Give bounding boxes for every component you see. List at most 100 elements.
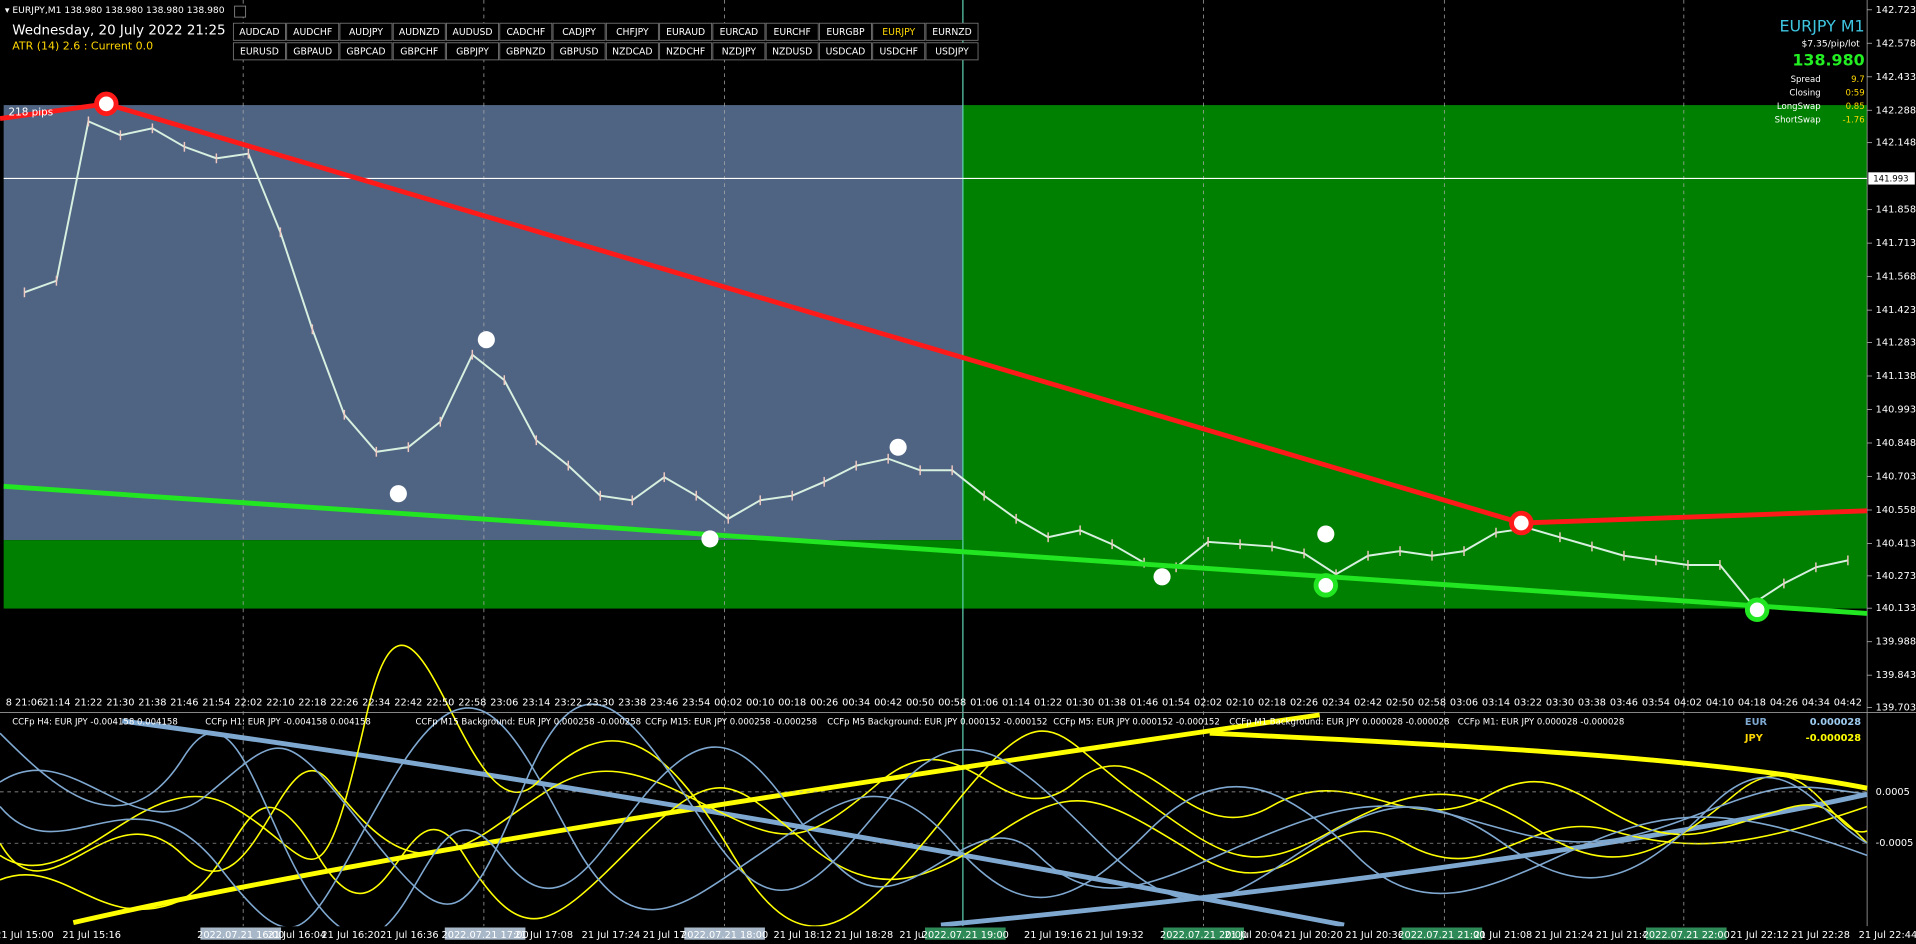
button-label[interactable]: AUDCAD [239, 27, 279, 38]
symbol-button[interactable]: EURCHF [765, 22, 819, 41]
symbol-button[interactable]: CADCHF [499, 22, 553, 41]
symbol-button[interactable]: EURAUD [659, 22, 713, 41]
button-label[interactable]: CHFJPY [616, 27, 649, 38]
button-frame[interactable] [712, 22, 766, 41]
symbol-button[interactable]: AUDCHF [286, 22, 340, 41]
symbol-button[interactable]: EURCAD [712, 22, 766, 41]
button-frame[interactable] [446, 42, 499, 61]
symbol-button[interactable]: GBPNZD [499, 42, 553, 61]
button-label[interactable]: GBPUSD [560, 46, 599, 57]
button-label[interactable]: AUDCHF [293, 27, 332, 38]
indicator-label: CCFp M5 Background: EUR JPY 0.000152 -0.… [827, 718, 1047, 728]
button-frame[interactable] [925, 22, 979, 41]
button-label[interactable]: GBPCHF [400, 46, 438, 57]
x-tick-label: 23:38 [618, 698, 646, 709]
symbol-button[interactable]: USDJPY [925, 42, 979, 61]
x-tick-label: 21:14 [42, 698, 70, 709]
button-frame[interactable] [339, 22, 393, 41]
button-frame[interactable] [659, 22, 713, 41]
button-frame[interactable] [659, 42, 713, 61]
symbol-button[interactable]: AUDUSD [446, 22, 499, 41]
button-label[interactable]: USDJPY [935, 46, 969, 57]
button-frame[interactable] [339, 42, 393, 61]
button-frame[interactable] [232, 22, 286, 41]
button-label[interactable]: USDCHF [879, 46, 918, 57]
button-frame[interactable] [872, 42, 926, 61]
button-label[interactable]: NZDUSD [772, 46, 812, 57]
button-label[interactable]: EURCAD [720, 27, 759, 38]
button-label[interactable]: GBPCAD [346, 46, 385, 57]
symbol-button[interactable]: GBPCAD [339, 42, 393, 61]
button-frame[interactable] [286, 22, 340, 41]
symbol-button[interactable]: NZDCHF [659, 42, 713, 61]
button-frame[interactable] [499, 42, 553, 61]
button-frame[interactable] [605, 42, 659, 61]
legend-name: JPY [1744, 733, 1764, 744]
x-tick-label: 21 Jul 20:36 [1345, 930, 1404, 941]
symbol-button[interactable]: GBPCHF [392, 42, 446, 61]
pivot-rings [94, 91, 1770, 623]
x-tick-label: 01:06 [970, 698, 998, 709]
button-frame[interactable] [552, 22, 606, 41]
collapse-button[interactable] [234, 5, 247, 18]
button-label[interactable]: AUDUSD [452, 27, 492, 38]
symbol-button[interactable]: AUDNZD [392, 22, 446, 41]
button-frame[interactable] [712, 42, 766, 61]
button-label[interactable]: GBPJPY [456, 46, 489, 57]
button-label[interactable]: EURAUD [666, 27, 705, 38]
time-highlight [444, 927, 526, 940]
symbol-button[interactable]: NZDUSD [765, 42, 819, 61]
symbol-button[interactable]: NZDJPY [712, 42, 766, 61]
symbol-button[interactable]: AUDJPY [339, 22, 393, 41]
symbol-button[interactable]: NZDCAD [605, 42, 659, 61]
button-label[interactable]: CADCHF [506, 27, 545, 38]
button-frame[interactable] [499, 22, 553, 41]
symbol-button[interactable]: EURGBP [819, 22, 872, 41]
button-label[interactable]: NZDCHF [666, 46, 705, 57]
symbol-button[interactable]: CADJPY [552, 22, 606, 41]
button-label[interactable]: GBPAUD [293, 46, 332, 57]
button-frame[interactable] [765, 22, 819, 41]
button-label[interactable]: USDCAD [826, 46, 866, 57]
button-frame[interactable] [392, 22, 446, 41]
symbol-button[interactable]: EURJPY [872, 22, 926, 41]
button-label[interactable]: NZDCAD [612, 46, 652, 57]
button-label[interactable]: AUDNZD [399, 27, 440, 38]
x-tick-label: 21 Jul 19:32 [1085, 930, 1144, 941]
button-label[interactable]: EURNZD [932, 27, 971, 38]
button-label[interactable]: NZDJPY [722, 46, 757, 57]
button-frame[interactable] [392, 42, 446, 61]
symbol-button[interactable]: GBPAUD [286, 42, 340, 61]
info-value: 9.7 [1851, 75, 1865, 85]
x-tick-label: 21 Jul 17:08 [514, 930, 573, 941]
symbol-button[interactable]: USDCHF [872, 42, 926, 61]
button-frame[interactable] [232, 42, 286, 61]
button-frame[interactable] [765, 42, 819, 61]
button-frame[interactable] [819, 42, 872, 61]
button-frame[interactable] [605, 22, 659, 41]
indicator-label: CCFp M5: EUR JPY 0.000152 -0.000152 [1053, 718, 1220, 728]
symbol-button[interactable]: EURNZD [925, 22, 979, 41]
button-label[interactable]: EURCHF [773, 27, 810, 38]
button-label[interactable]: EURGBP [826, 27, 865, 38]
button-label[interactable]: AUDJPY [349, 27, 383, 38]
symbol-button[interactable]: EURUSD [232, 42, 286, 61]
symbol-button[interactable]: AUDCAD [232, 22, 286, 41]
button-frame[interactable] [446, 22, 499, 41]
button-frame[interactable] [925, 42, 979, 61]
symbol-button[interactable]: USDCAD [819, 42, 872, 61]
symbol-button[interactable]: CHFJPY [605, 22, 659, 41]
symbol-button[interactable]: GBPJPY [446, 42, 499, 61]
button-label[interactable]: CADJPY [562, 27, 596, 38]
symbol-button[interactable]: GBPUSD [552, 42, 606, 61]
range-label: 218 pips [9, 106, 54, 118]
button-label[interactable]: EURJPY [882, 27, 915, 38]
button-label[interactable]: GBPNZD [506, 46, 546, 57]
button-frame[interactable] [872, 22, 926, 41]
button-frame[interactable] [286, 42, 340, 61]
legend-name: EUR [1745, 717, 1768, 728]
button-frame[interactable] [819, 22, 872, 41]
button-frame[interactable] [552, 42, 606, 61]
y-tick-label: 139.703 [1876, 703, 1916, 714]
button-label[interactable]: EURUSD [240, 46, 279, 57]
